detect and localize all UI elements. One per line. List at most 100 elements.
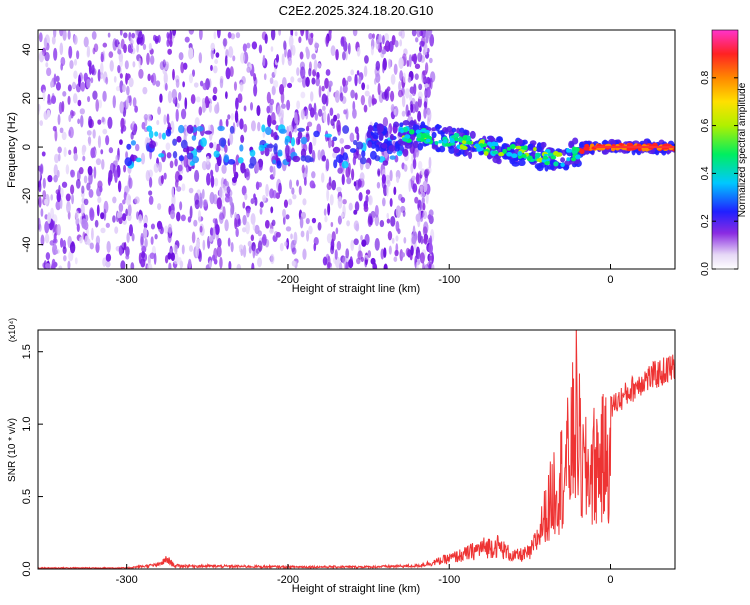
noise-speckle	[270, 112, 276, 125]
noise-speckle	[171, 193, 176, 207]
noise-speckle	[257, 230, 262, 237]
noise-speckle	[40, 164, 44, 174]
noise-speckle	[402, 72, 406, 83]
noise-speckle	[107, 116, 113, 129]
noise-speckle	[47, 174, 53, 183]
noise-speckle	[97, 135, 102, 149]
ridge-halo	[459, 127, 465, 134]
noise-speckle	[428, 57, 433, 64]
band-blob	[284, 138, 289, 146]
noise-speckle	[264, 219, 270, 229]
noise-speckle	[198, 106, 203, 116]
noise-speckle	[360, 256, 364, 263]
noise-speckle	[164, 83, 168, 91]
band-blob	[359, 156, 367, 165]
noise-speckle	[141, 251, 146, 259]
noise-speckle	[284, 241, 288, 247]
spectrogram-ytick-label-3: 20	[21, 92, 33, 104]
noise-speckle	[167, 223, 173, 235]
band-blob	[161, 132, 166, 140]
ridge-halo	[431, 127, 437, 132]
colorbar-label: Normalized spectral amplitude	[737, 82, 748, 217]
noise-speckle	[158, 161, 162, 173]
noise-speckle	[328, 30, 332, 35]
noise-speckle	[306, 230, 310, 242]
spectrogram-xlabel: Height of straight line (km)	[292, 283, 420, 295]
noise-speckle	[181, 183, 186, 192]
ridge-halo	[376, 123, 383, 129]
spectrogram-xtick-label-0: -300	[116, 274, 138, 286]
spectrogram-xtick-label-1: -200	[277, 274, 299, 286]
band-blob	[300, 136, 308, 145]
noise-speckle	[87, 165, 93, 176]
noise-speckle	[80, 114, 84, 128]
noise-speckle	[178, 52, 184, 61]
band-blob	[356, 141, 364, 150]
noise-speckle	[73, 93, 78, 104]
noise-speckle	[311, 77, 316, 85]
noise-speckle	[289, 179, 293, 190]
noise-speckle	[83, 36, 89, 48]
noise-speckle	[56, 169, 60, 178]
noise-speckle	[79, 108, 85, 115]
ridge-halo	[417, 142, 424, 151]
noise-speckle	[318, 108, 323, 117]
noise-speckle	[273, 67, 277, 76]
noise-speckle	[327, 203, 331, 216]
noise-speckle	[158, 132, 162, 140]
noise-speckle	[173, 244, 178, 253]
noise-speckle	[377, 168, 381, 176]
noise-speckle	[246, 42, 251, 49]
noise-speckle	[419, 46, 422, 53]
noise-speckle	[237, 218, 242, 227]
ridge-core	[584, 143, 590, 148]
band-blob	[172, 138, 177, 146]
noise-speckle	[80, 203, 85, 217]
noise-speckle	[337, 215, 342, 225]
ridge-halo	[464, 149, 469, 156]
noise-speckle	[393, 186, 397, 196]
ridge-core	[487, 141, 492, 146]
noise-speckle	[381, 49, 387, 55]
ridge-core	[509, 143, 516, 150]
noise-speckle	[176, 136, 182, 143]
noise-speckle	[167, 90, 173, 104]
noise-speckle	[188, 245, 194, 252]
noise-speckle	[210, 175, 215, 188]
noise-speckle	[328, 80, 333, 87]
noise-speckle	[169, 160, 174, 169]
noise-speckle	[215, 52, 220, 58]
band-blob	[239, 144, 244, 152]
noise-speckle	[423, 107, 427, 119]
ridge-halo	[456, 127, 461, 135]
noise-speckle	[316, 62, 322, 69]
noise-speckle	[291, 247, 297, 255]
ridge-core	[434, 140, 439, 145]
noise-speckle	[174, 158, 178, 167]
ridge-halo	[496, 157, 502, 165]
noise-speckle	[169, 39, 173, 48]
noise-speckle	[179, 260, 183, 269]
noise-speckle	[160, 175, 164, 185]
ridge-core	[454, 132, 460, 138]
noise-speckle	[342, 51, 346, 61]
noise-speckle	[86, 49, 90, 58]
noise-speckle	[411, 53, 417, 63]
noise-speckle	[148, 42, 152, 51]
noise-speckle	[65, 193, 71, 202]
ridge-halo	[419, 124, 427, 129]
noise-speckle	[193, 219, 198, 227]
noise-speckle	[144, 238, 148, 248]
noise-speckle	[311, 217, 317, 224]
noise-speckle	[137, 31, 143, 44]
noise-speckle	[293, 231, 298, 245]
noise-speckle	[368, 95, 372, 108]
noise-speckle	[297, 138, 301, 145]
noise-speckle	[146, 52, 150, 65]
noise-speckle	[308, 103, 313, 112]
noise-speckle	[112, 95, 116, 109]
noise-speckle	[53, 73, 57, 86]
noise-speckle	[58, 265, 63, 269]
noise-speckle	[88, 172, 93, 185]
ridge-halo	[496, 136, 502, 142]
